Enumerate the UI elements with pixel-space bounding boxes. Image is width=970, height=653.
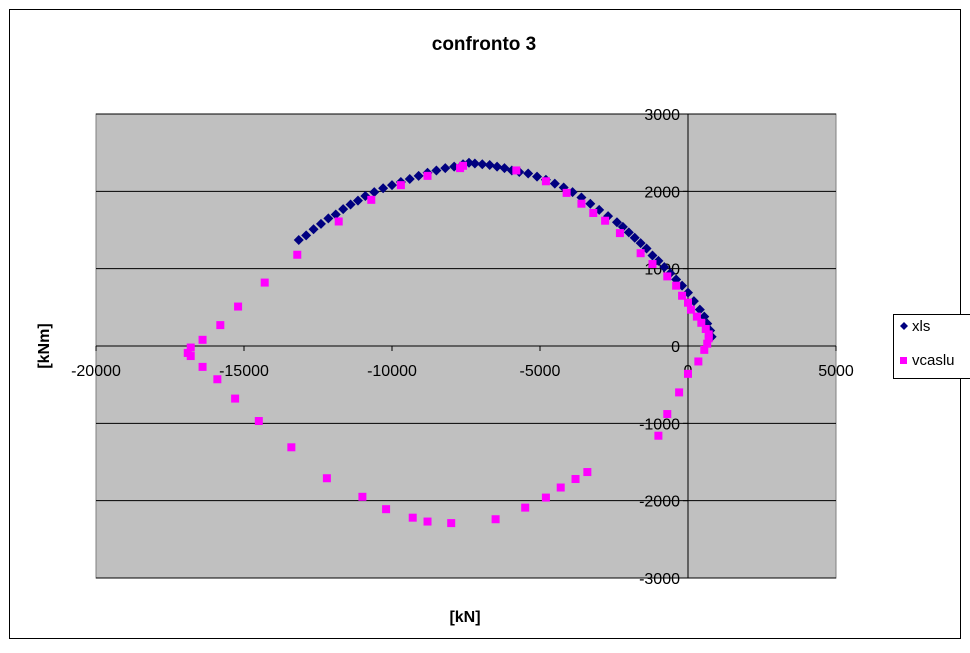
data-point-vcaslu [557, 484, 565, 492]
data-point-vcaslu [447, 519, 455, 527]
data-point-vcaslu [287, 443, 295, 451]
data-point-vcaslu [700, 346, 708, 354]
data-point-vcaslu [255, 417, 263, 425]
data-point-vcaslu [234, 303, 242, 311]
data-point-vcaslu [199, 336, 207, 344]
data-point-vcaslu [542, 494, 550, 502]
y-tick-label: -1000 [639, 416, 680, 433]
legend-label-vcaslu: vcaslu [912, 352, 955, 369]
x-tick-label: -20000 [71, 363, 121, 380]
data-point-vcaslu [231, 395, 239, 403]
y-tick-label: -3000 [639, 571, 680, 588]
data-point-vcaslu [648, 260, 656, 268]
y-tick-label: 3000 [644, 107, 680, 124]
legend-marker-vcaslu [900, 357, 907, 364]
data-point-vcaslu [601, 217, 609, 225]
data-point-vcaslu [654, 432, 662, 440]
data-point-vcaslu [459, 162, 467, 170]
x-tick-label: -5000 [520, 363, 561, 380]
y-tick-label: 2000 [644, 184, 680, 201]
x-axis-label: [kN] [449, 609, 480, 626]
data-point-vcaslu [583, 468, 591, 476]
data-point-vcaslu [577, 200, 585, 208]
data-point-vcaslu [616, 229, 624, 237]
legend: xls vcaslu [894, 315, 970, 379]
data-point-vcaslu [572, 475, 580, 483]
data-point-vcaslu [335, 217, 343, 225]
data-point-vcaslu [358, 493, 366, 501]
y-tick-label: 0 [671, 339, 680, 356]
data-point-vcaslu [216, 321, 224, 329]
data-point-vcaslu [382, 505, 390, 513]
x-tick-label: 5000 [818, 363, 854, 380]
data-point-vcaslu [684, 299, 692, 307]
data-point-vcaslu [367, 196, 375, 204]
data-point-vcaslu [678, 292, 686, 300]
data-point-vcaslu [663, 410, 671, 418]
data-point-vcaslu [213, 375, 221, 383]
data-point-vcaslu [687, 306, 695, 314]
data-point-vcaslu [694, 357, 702, 365]
legend-label-xls: xls [912, 318, 930, 335]
data-point-vcaslu [424, 172, 432, 180]
chart-title: confronto 3 [432, 34, 537, 55]
data-point-vcaslu [589, 209, 597, 217]
data-point-vcaslu [512, 166, 520, 174]
data-point-vcaslu [663, 272, 671, 280]
data-point-vcaslu [424, 518, 432, 526]
data-point-vcaslu [261, 279, 269, 287]
data-point-vcaslu [672, 282, 680, 290]
data-point-vcaslu [492, 515, 500, 523]
data-point-vcaslu [637, 249, 645, 257]
x-tick-label: -10000 [367, 363, 417, 380]
data-point-vcaslu [293, 251, 301, 259]
y-axis-label: [kNm] [36, 323, 53, 368]
y-tick-label: -2000 [639, 494, 680, 511]
data-point-vcaslu [397, 181, 405, 189]
data-point-vcaslu [409, 514, 417, 522]
data-point-vcaslu [323, 474, 331, 482]
data-point-vcaslu [542, 177, 550, 185]
data-point-vcaslu [684, 370, 692, 378]
data-point-vcaslu [563, 189, 571, 197]
data-point-vcaslu [521, 504, 529, 512]
data-point-vcaslu [187, 344, 195, 352]
data-point-vcaslu [675, 388, 683, 396]
x-tick-label: -15000 [219, 363, 269, 380]
data-point-vcaslu [199, 363, 207, 371]
